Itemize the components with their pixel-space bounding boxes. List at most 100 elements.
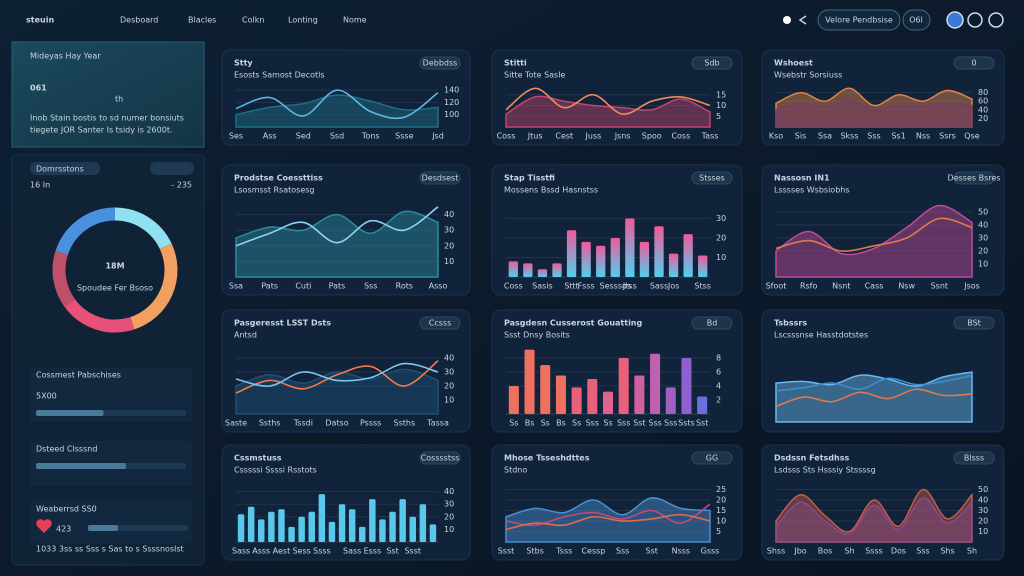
action-pill [902,9,931,31]
nav-link[interactable]: Nome [343,16,367,25]
nav-link[interactable]: Blacles [188,16,216,25]
y-tick-label: 10 [978,527,988,536]
nav-link[interactable]: Colkn [242,16,264,25]
x-tick-label: Qse [964,132,979,141]
bar [258,519,265,542]
brand: steuin [26,16,54,25]
donut-segment [55,207,116,255]
chart-subtitle: Lsdsss Sts Hsssiy Stssssg [774,466,876,475]
x-tick-label: Stss [694,282,711,291]
stats-left: 16 In [30,181,50,190]
sidebar-footer: 1033 3ss ss Sss s Sas to s Ssssnoslst [36,545,184,554]
chart-card [761,164,1005,296]
chart-badge[interactable]: Ccsss [429,319,452,328]
x-tick-label: Stbs [526,547,543,556]
line [505,503,711,527]
y-tick-label: 50 [978,485,988,494]
chart-badge[interactable]: Sdb [704,59,719,68]
x-tick-label: Tsss [555,547,572,556]
x-tick-label: Jos [667,282,679,291]
share-icon[interactable] [798,15,807,25]
x-tick-label: Sis [795,132,806,141]
chart-badge[interactable]: Desses Bsres [948,174,1001,183]
x-tick-label: Ssnt [931,282,948,291]
chart-badge[interactable]: Desdsest [422,174,459,183]
x-tick-label: Jsos [963,282,980,291]
y-tick-label: 20 [978,247,988,256]
x-tick-label: Spoo [642,132,662,141]
y-tick-label: 10 [444,396,454,405]
chart-card [761,444,1005,561]
nav-link[interactable]: Desboard [120,16,158,25]
x-tick-label: Sss [916,547,929,556]
item-label: Dsteed Clsssnd [36,445,97,454]
x-tick-label: Tssdi [293,419,313,428]
icon-button[interactable] [967,12,983,28]
item-card [30,367,192,422]
line [235,360,439,394]
chart-badge[interactable]: Debbdss [423,59,458,68]
x-tick-label: Tassa [426,419,449,428]
y-tick-label: 50 [978,208,988,217]
y-tick-label: 10 [716,517,726,526]
badge [419,451,461,465]
y-tick-label: 30 [978,506,988,515]
x-tick-label: Cuti [295,282,311,291]
chart-badge[interactable]: 0 [971,59,976,68]
bar [552,263,562,277]
donut-center: 18M [105,262,124,271]
x-tick-label: Sesssos [599,282,631,291]
badge [691,171,733,185]
x-tick-label: Cessp [581,547,605,556]
badge [953,171,995,185]
bar [308,511,315,542]
hero-panel [11,41,205,148]
avatar[interactable] [946,11,964,29]
chart-badge[interactable]: GG [706,454,718,463]
x-tick-label: Esss [364,547,382,556]
chart-badge[interactable]: Blsss [964,454,984,463]
chart-subtitle: Esosts Samost Decotls [234,71,325,80]
x-tick-label: Rsfo [800,282,818,291]
chart-subtitle: Wsebstr Sorsiuss [774,71,842,80]
chart-subtitle: Antsd [234,331,257,340]
progress-fill [36,463,126,469]
action-button[interactable]: Velore Pendbsise [825,16,893,25]
nav-link[interactable]: Lonting [288,16,318,25]
y-tick-label: 2 [716,396,721,405]
x-tick-label: Ssss [313,547,331,556]
chart-title: Pasgeresst LSST Dsts [234,319,331,328]
chart-badge[interactable]: Stsses [699,174,725,183]
line [235,206,439,247]
y-tick-label: 6 [716,368,721,377]
x-tick-label: Ssss [865,547,883,556]
x-tick-label: Tons [361,132,380,141]
x-tick-label: Cass [865,282,884,291]
bar [555,375,566,414]
x-tick-label: Nss [916,132,930,141]
bar [634,375,645,414]
x-tick-label: Rots [396,282,413,291]
bar [389,511,396,542]
x-tick-label: Pats [329,282,346,291]
x-tick-label: Ssst [498,547,515,556]
y-tick-label: 30 [444,368,454,377]
icon-button[interactable] [988,12,1004,28]
x-tick-label: Gsss [701,547,720,556]
action-button[interactable]: O6l [909,16,923,25]
x-tick-label: Coss [504,282,523,291]
area [235,368,439,415]
chart-title: Tsbssrs [774,319,807,328]
bar [409,516,416,542]
x-tick-label: Ass [263,132,277,141]
y-tick-label: 10 [444,257,454,266]
bar [665,387,676,414]
chart-badge[interactable]: Cosssstss [421,454,460,463]
chart-badge[interactable]: BSt [967,319,981,328]
line [775,374,973,392]
chart-title: Pasgdesn Cusserost Gouatting [504,319,643,328]
chart-badge[interactable]: Bd [707,319,718,328]
chart-subtitle: Stdno [504,466,527,475]
pill [30,162,100,175]
x-tick-label: Jsd [431,132,444,141]
